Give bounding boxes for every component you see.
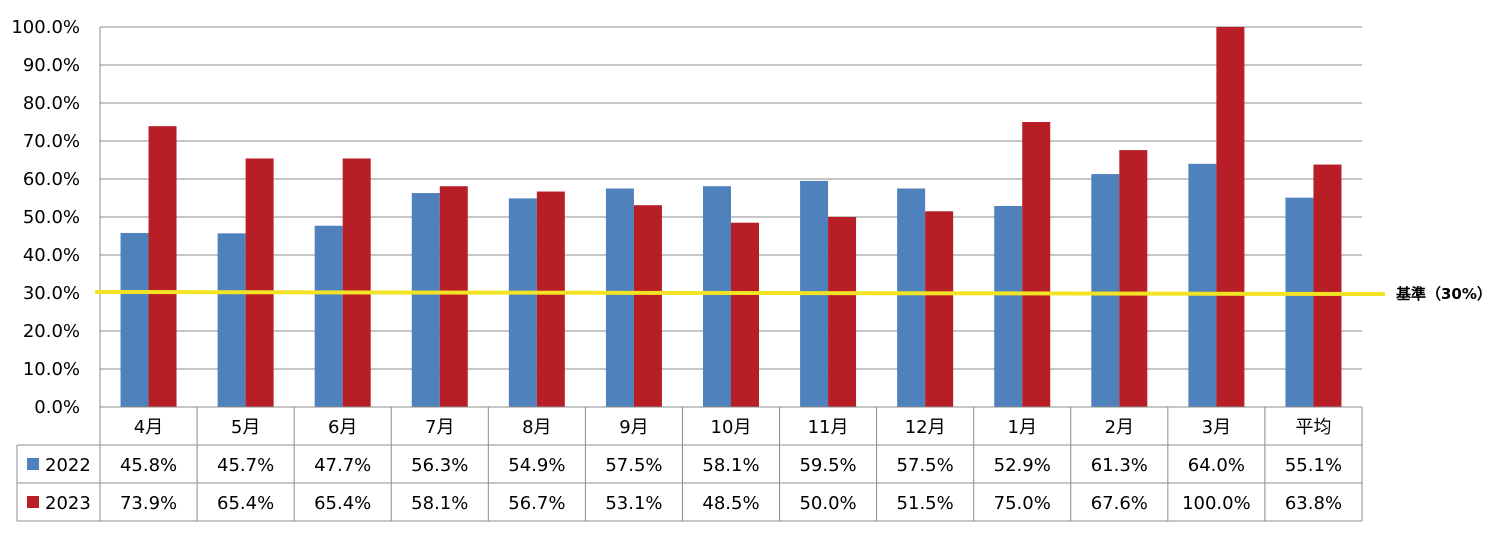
bar-2022: [1285, 197, 1314, 407]
legend-label: 2022: [45, 455, 91, 476]
category-label: 9月: [619, 417, 648, 438]
data-label: 48.5%: [702, 493, 759, 514]
data-label: 63.8%: [1285, 493, 1342, 514]
bar-2023: [342, 158, 371, 407]
y-tick-label: 90.0%: [23, 55, 80, 76]
y-tick-label: 10.0%: [23, 359, 80, 380]
bars: [120, 27, 1342, 408]
bar-2022: [508, 198, 537, 407]
data-label: 59.5%: [799, 455, 856, 476]
category-label: 12月: [905, 417, 946, 438]
data-label: 75.0%: [994, 493, 1051, 514]
bar-2022: [897, 188, 926, 407]
reference-line-group: 基準（30%）: [94, 285, 1492, 303]
data-label: 55.1%: [1285, 455, 1342, 476]
data-label: 100.0%: [1182, 493, 1251, 514]
y-tick-label: 100.0%: [11, 17, 80, 38]
bar-2023: [245, 158, 274, 407]
reference-line: [94, 290, 1386, 296]
data-label: 57.5%: [897, 455, 954, 476]
bar-2023: [633, 205, 662, 407]
bar-2022: [605, 188, 634, 407]
bar-2023: [1313, 164, 1342, 407]
data-label: 65.4%: [314, 493, 371, 514]
bar-2023: [1119, 150, 1148, 407]
bar-2022: [411, 193, 440, 407]
bar-2023: [536, 191, 565, 407]
bar-2023: [1022, 122, 1051, 407]
y-tick-label: 80.0%: [23, 93, 80, 114]
category-label: 1月: [1008, 417, 1037, 438]
bar-2023: [148, 126, 177, 408]
bar-2023: [1216, 27, 1245, 407]
category-label: 8月: [522, 417, 551, 438]
category-label: 平均: [1295, 417, 1331, 438]
data-label: 56.7%: [508, 493, 565, 514]
bar-2022: [120, 232, 149, 407]
bar-2022: [994, 205, 1023, 407]
data-label: 45.8%: [120, 455, 177, 476]
data-label: 50.0%: [799, 493, 856, 514]
data-label: 45.7%: [217, 455, 274, 476]
legend-label: 2023: [45, 493, 91, 514]
category-label: 7月: [425, 417, 454, 438]
data-label: 58.1%: [411, 493, 468, 514]
legend-swatch-2022: [27, 458, 39, 470]
category-label: 5月: [231, 417, 260, 438]
data-label: 61.3%: [1091, 455, 1148, 476]
data-label: 54.9%: [508, 455, 565, 476]
data-label: 47.7%: [314, 455, 371, 476]
bar-2022: [314, 225, 343, 407]
data-label: 53.1%: [605, 493, 662, 514]
data-label: 51.5%: [897, 493, 954, 514]
data-label: 64.0%: [1188, 455, 1245, 476]
data-label: 73.9%: [120, 493, 177, 514]
y-tick-label: 50.0%: [23, 207, 80, 228]
y-tick-label: 70.0%: [23, 131, 80, 152]
data-label: 57.5%: [605, 455, 662, 476]
bar-2023: [731, 222, 759, 407]
reference-line-label: 基準（30%）: [1395, 285, 1492, 303]
data-label: 58.1%: [702, 455, 759, 476]
bar-2023: [925, 211, 954, 407]
category-label: 3月: [1202, 417, 1231, 438]
y-tick-label: 0.0%: [34, 397, 80, 418]
y-tick-label: 20.0%: [23, 321, 80, 342]
y-tick-label: 30.0%: [23, 283, 80, 304]
bar-2022: [1091, 174, 1120, 407]
bar-2022: [1188, 163, 1217, 407]
category-label: 11月: [808, 417, 849, 438]
y-tick-label: 40.0%: [23, 245, 80, 266]
bar-2022: [703, 186, 731, 407]
legend-swatch-2023: [27, 496, 39, 508]
bar-2023: [828, 217, 857, 407]
category-label: 2月: [1105, 417, 1134, 438]
data-table: 4月 5月 6月 7月 8月 9月 10月 11月 12月 1月 2月 3月 平均 2022 45.8% 45…: [16, 406, 1363, 522]
y-tick-label: 60.0%: [23, 169, 80, 190]
y-axis: 0.0% 10.0% 20.0% 30.0% 40.0% 50.0% 60.0% 70.0% 8…: [11, 17, 101, 418]
data-label: 67.6%: [1091, 493, 1148, 514]
data-label: 65.4%: [217, 493, 274, 514]
category-label: 6月: [328, 417, 357, 438]
bar-2023: [439, 186, 468, 407]
category-label: 4月: [134, 417, 163, 438]
data-label: 52.9%: [994, 455, 1051, 476]
category-label: 10月: [711, 417, 752, 438]
bar-2022: [217, 233, 246, 407]
data-label: 56.3%: [411, 455, 468, 476]
